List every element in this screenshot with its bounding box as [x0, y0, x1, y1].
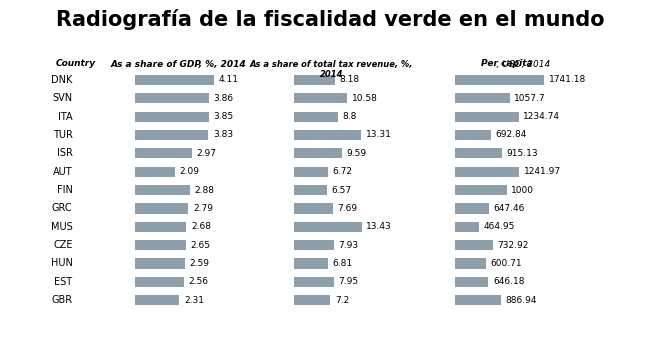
Text: 6.81: 6.81	[333, 259, 353, 268]
Text: 3.85: 3.85	[213, 112, 234, 121]
Bar	[294, 258, 328, 269]
Text: 6.57: 6.57	[331, 186, 352, 194]
Bar	[294, 75, 335, 85]
Text: DNK: DNK	[51, 75, 73, 85]
Bar	[135, 240, 186, 250]
Text: 7.69: 7.69	[337, 204, 357, 213]
Bar	[455, 222, 479, 232]
Text: AUT: AUT	[53, 167, 73, 177]
Text: TUR: TUR	[53, 130, 73, 140]
Text: 2.65: 2.65	[191, 241, 211, 250]
Bar	[294, 222, 362, 232]
Text: 13.43: 13.43	[366, 222, 392, 231]
Text: As a share of GDP, %, 2014: As a share of GDP, %, 2014	[110, 59, 246, 68]
Text: CZE: CZE	[53, 240, 73, 250]
Bar	[135, 185, 190, 195]
Bar	[455, 203, 488, 214]
Text: 600.71: 600.71	[491, 259, 522, 268]
Bar	[294, 295, 330, 305]
Bar	[455, 148, 502, 158]
Text: 1000: 1000	[511, 186, 534, 194]
Bar	[135, 203, 189, 214]
Text: 10.58: 10.58	[352, 94, 378, 103]
Text: 8.18: 8.18	[340, 75, 360, 84]
Bar	[135, 277, 184, 287]
Text: 647.46: 647.46	[493, 204, 525, 213]
Bar	[294, 148, 343, 158]
Text: 3.86: 3.86	[214, 94, 234, 103]
Bar	[455, 93, 510, 103]
Text: As a share of total tax revenue, %,
2014: As a share of total tax revenue, %, 2014	[250, 59, 413, 79]
Text: 7.95: 7.95	[339, 277, 358, 286]
Text: 7.93: 7.93	[339, 241, 358, 250]
Text: 2.68: 2.68	[191, 222, 211, 231]
Bar	[455, 185, 507, 195]
Text: Radiografía de la fiscalidad verde en el mundo: Radiografía de la fiscalidad verde en el…	[55, 8, 605, 30]
Text: 886.94: 886.94	[506, 296, 537, 305]
Bar	[455, 277, 488, 287]
Text: EST: EST	[55, 277, 73, 287]
Bar	[455, 240, 493, 250]
Text: 732.92: 732.92	[498, 241, 529, 250]
Bar	[135, 222, 186, 232]
Bar	[455, 167, 519, 177]
Bar	[135, 167, 175, 177]
Text: 4.11: 4.11	[218, 75, 238, 84]
Text: 2.59: 2.59	[189, 259, 209, 268]
Text: 2.56: 2.56	[189, 277, 209, 286]
Text: 7.2: 7.2	[335, 296, 349, 305]
Text: 2.97: 2.97	[197, 149, 216, 158]
Bar	[455, 258, 486, 269]
Text: 2.09: 2.09	[180, 167, 200, 176]
Text: 2.31: 2.31	[184, 296, 204, 305]
Bar	[135, 148, 192, 158]
Text: FIN: FIN	[57, 185, 73, 195]
Text: 2.88: 2.88	[195, 186, 215, 194]
Bar	[135, 130, 209, 140]
Text: 8.8: 8.8	[343, 112, 357, 121]
Text: GBR: GBR	[51, 295, 73, 305]
Text: HUN: HUN	[51, 258, 73, 269]
Text: 6.72: 6.72	[333, 167, 352, 176]
Text: ITA: ITA	[58, 112, 73, 122]
Bar	[294, 130, 361, 140]
Bar	[294, 240, 334, 250]
Bar	[135, 75, 214, 85]
Text: 3.83: 3.83	[213, 131, 233, 139]
Text: 1741.18: 1741.18	[549, 75, 586, 84]
Bar	[135, 93, 209, 103]
Text: SVN: SVN	[53, 93, 73, 103]
Bar	[294, 277, 334, 287]
Text: , USD, 2014: , USD, 2014	[463, 59, 550, 68]
Text: 2.79: 2.79	[193, 204, 213, 213]
Text: MUS: MUS	[51, 222, 73, 232]
Text: Country: Country	[56, 59, 96, 68]
Text: 915.13: 915.13	[507, 149, 539, 158]
Bar	[135, 112, 209, 122]
Bar	[294, 112, 338, 122]
Text: 646.18: 646.18	[493, 277, 525, 286]
Text: 692.84: 692.84	[496, 131, 527, 139]
Text: 1241.97: 1241.97	[523, 167, 561, 176]
Bar	[455, 295, 501, 305]
Text: Per capita: Per capita	[480, 59, 533, 68]
Bar	[135, 258, 185, 269]
Bar	[294, 203, 333, 214]
Bar	[455, 130, 491, 140]
Bar	[294, 167, 328, 177]
Text: 9.59: 9.59	[347, 149, 367, 158]
Bar	[455, 112, 519, 122]
Text: ISR: ISR	[57, 148, 73, 158]
Text: 1234.74: 1234.74	[523, 112, 560, 121]
Text: 13.31: 13.31	[366, 131, 391, 139]
Bar	[294, 185, 327, 195]
Text: 464.95: 464.95	[484, 222, 515, 231]
Text: 1057.7: 1057.7	[514, 94, 546, 103]
Bar	[294, 93, 347, 103]
Bar	[135, 295, 180, 305]
Bar	[455, 75, 544, 85]
Text: GRC: GRC	[52, 203, 73, 214]
